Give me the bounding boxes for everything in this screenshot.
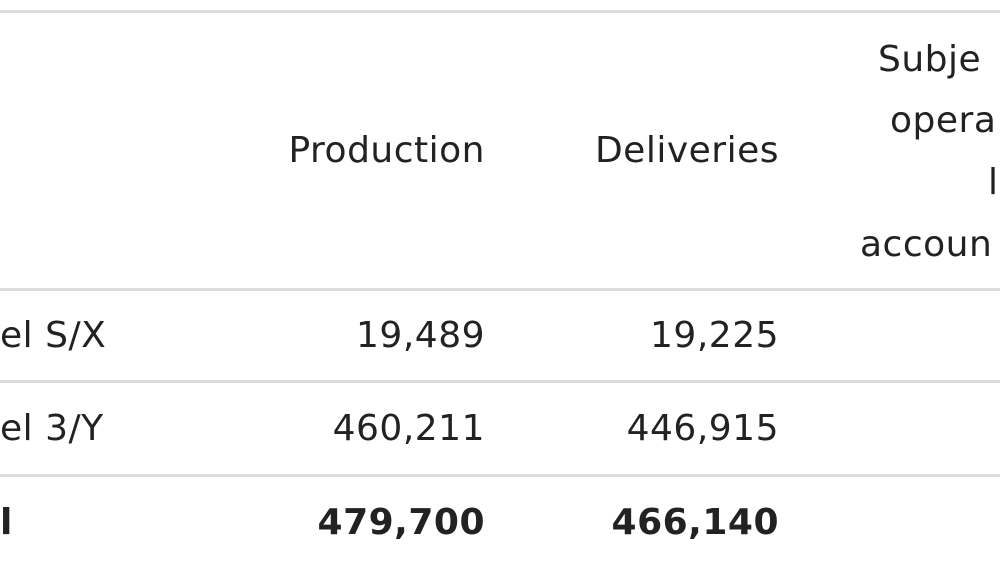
row-label: l: [0, 502, 13, 543]
cell: 460,211: [332, 408, 485, 449]
table-rule: [0, 288, 1000, 291]
cell: 19,225: [650, 315, 779, 356]
column-header-line: opera: [890, 100, 997, 141]
column-header-line: Subje: [878, 39, 982, 80]
column-header-line: l: [988, 162, 999, 203]
cell: 479,700: [317, 502, 485, 543]
column-header: Production: [288, 130, 485, 171]
cell: 446,915: [626, 408, 779, 449]
row-label: el S/X: [0, 315, 107, 356]
row-label: el 3/Y: [0, 408, 104, 449]
table-rule: [0, 380, 1000, 383]
cell: 19,489: [356, 315, 485, 356]
cell: 466,140: [611, 502, 779, 543]
column-header-line: accoun: [860, 224, 993, 265]
column-header: Deliveries: [594, 130, 779, 171]
table-rule: [0, 10, 1000, 13]
table-rule: [0, 474, 1000, 477]
